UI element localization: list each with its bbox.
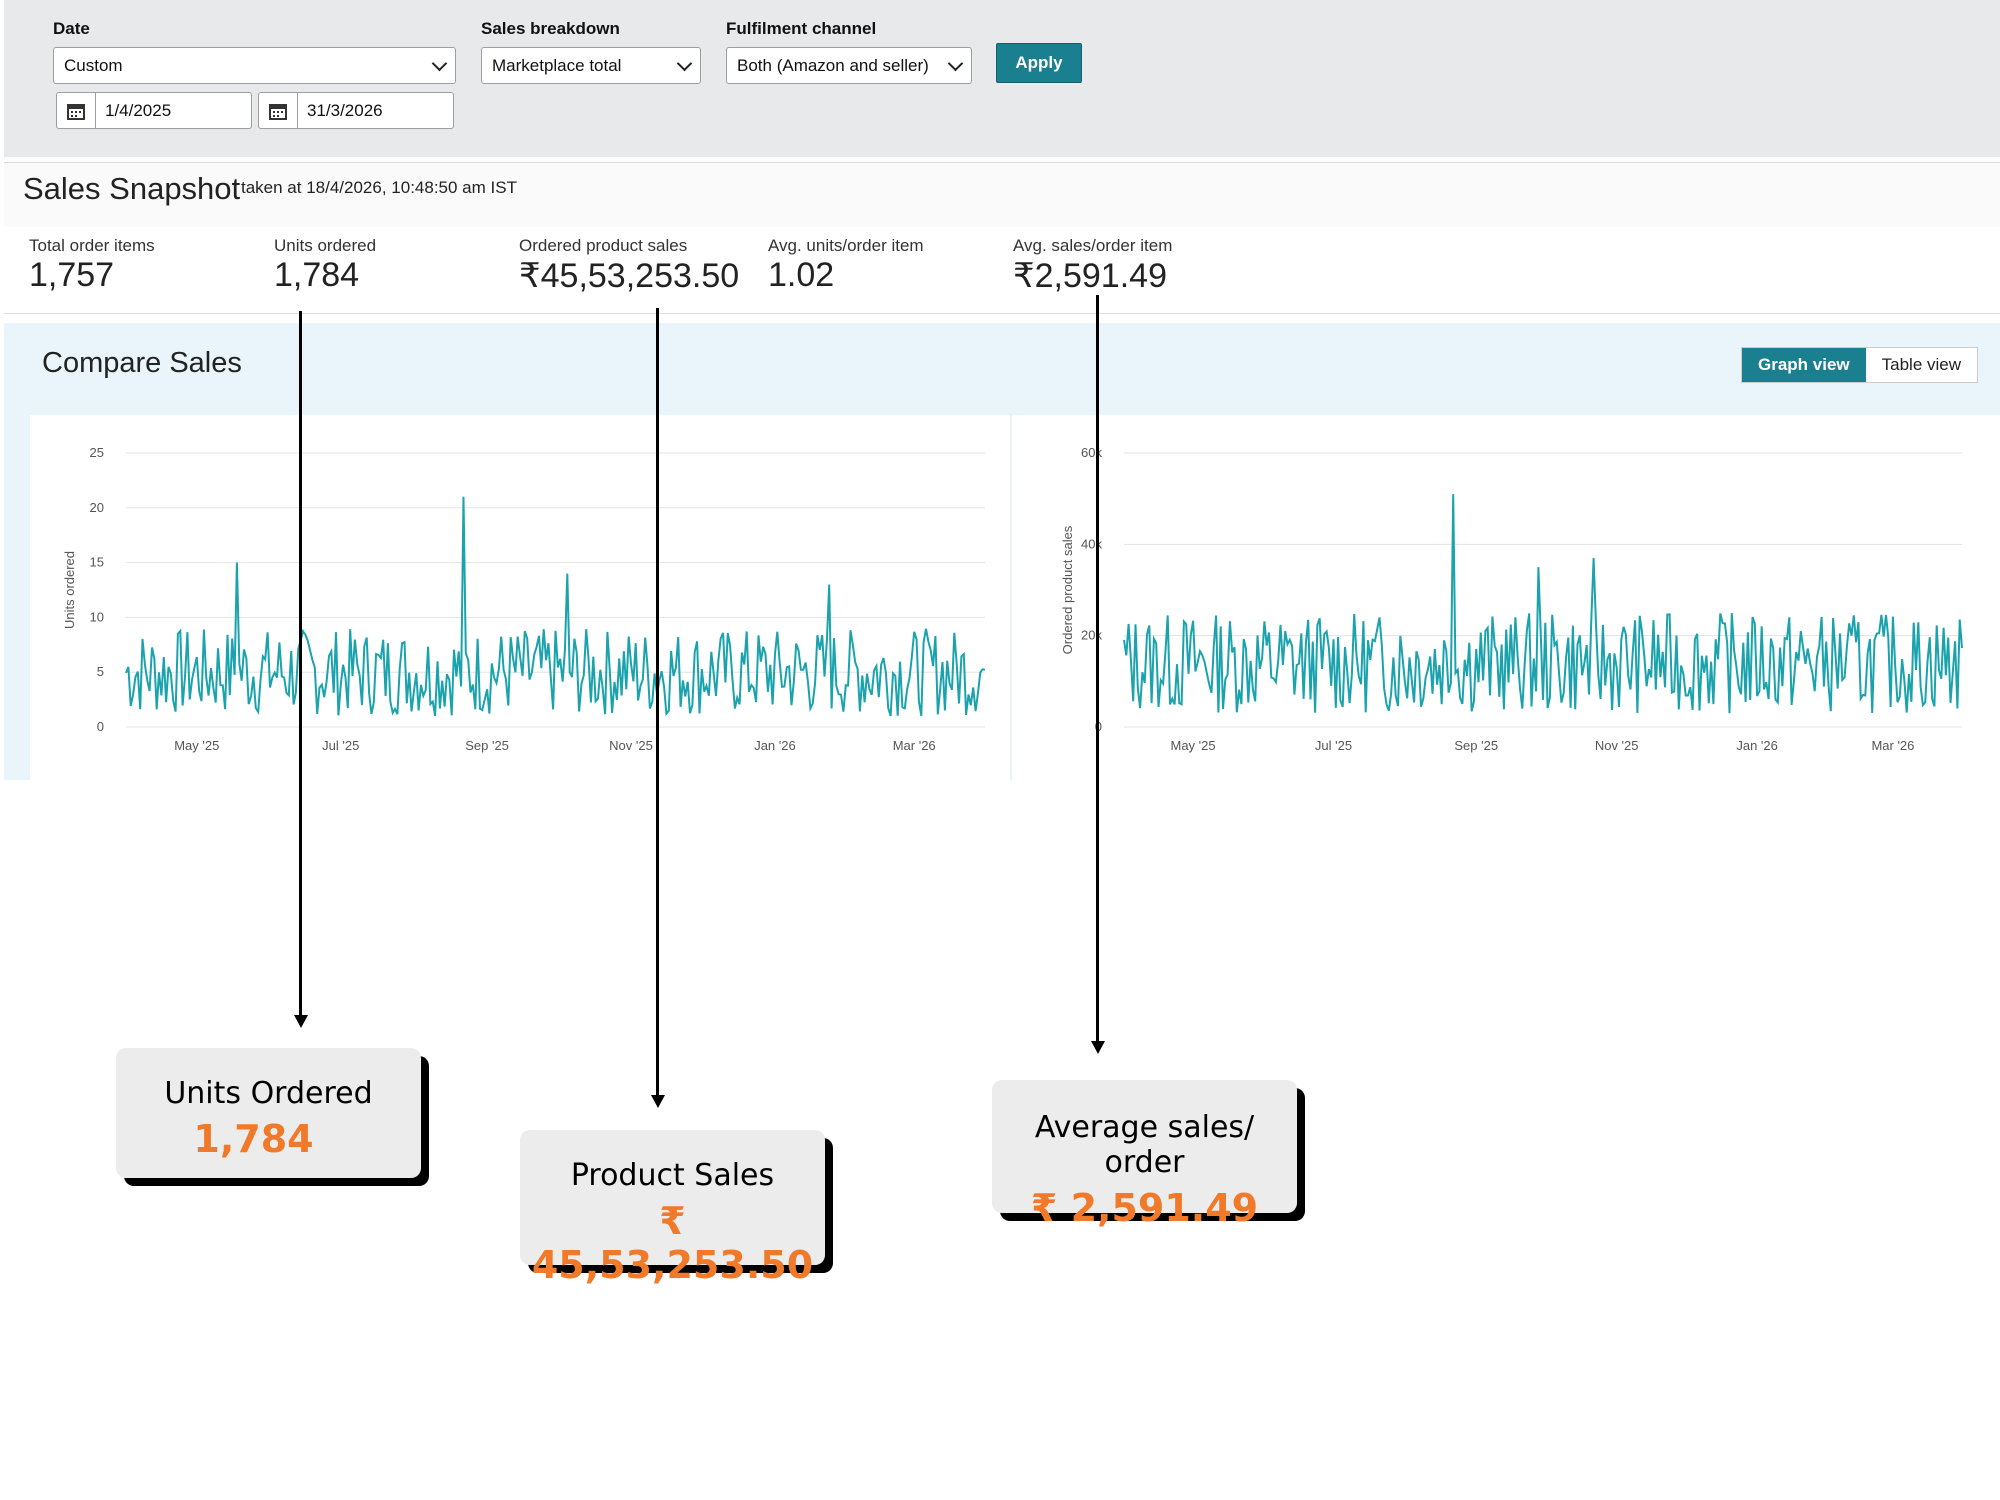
- sales-snapshot-title: Sales Snapshot: [23, 171, 241, 206]
- calendar-icon[interactable]: [57, 93, 96, 128]
- x-tick-label: Nov '25: [1595, 738, 1639, 753]
- chevron-down-icon: [947, 55, 964, 71]
- metric-value: 1,784: [274, 256, 360, 294]
- metric-label: Avg. units/order item: [768, 236, 924, 255]
- y-tick-label: 5: [97, 664, 104, 679]
- start-date-value: 1/4/2025: [105, 100, 172, 120]
- fulfilment-channel-value: Both (Amazon and seller): [737, 55, 929, 75]
- metrics-row: [4, 227, 2000, 314]
- callout-average-sales-order: Average sales/ order ₹ 2,591.49: [992, 1080, 1297, 1230]
- y-axis-label: Ordered product sales: [1060, 525, 1075, 654]
- metric-avg-sales-per-order: Avg. sales/order item ₹2,591.49: [1013, 236, 1172, 296]
- x-tick-label: Mar '26: [1871, 738, 1914, 753]
- callout-label: Product Sales: [570, 1158, 775, 1193]
- chevron-down-icon: [676, 55, 693, 71]
- y-tick-label: 40k: [1081, 536, 1102, 551]
- units-ordered-chart: 0 5 10 15 20 25 May '25 Jul '25 Sep '25 Nov '25 Ja…: [62, 445, 986, 753]
- arrow-line: [299, 311, 302, 1015]
- y-tick-label: 25: [90, 445, 104, 460]
- metric-label: Ordered product sales: [519, 236, 688, 255]
- fulfilment-channel-select[interactable]: Both (Amazon and seller): [726, 47, 972, 84]
- metric-label: Total order items: [29, 236, 155, 255]
- metric-label: Avg. sales/order item: [1013, 236, 1173, 255]
- callout-value: ₹ 2,591.49: [1030, 1186, 1259, 1230]
- fulfilment-channel-label: Fulfilment channel: [726, 19, 877, 38]
- x-tick-label: May '25: [1171, 738, 1216, 753]
- graph-view-tab[interactable]: Graph view: [1742, 348, 1866, 382]
- y-tick-label: 60k: [1081, 445, 1102, 460]
- metric-value: 1.02: [768, 256, 835, 294]
- callout-label: Average sales/ order: [1034, 1110, 1255, 1180]
- date-range-select[interactable]: Custom: [53, 47, 456, 84]
- calendar-icon[interactable]: [259, 93, 298, 128]
- x-tick-label: Jul '25: [1315, 738, 1352, 753]
- metric-value: 1,757: [29, 256, 115, 294]
- sales-breakdown-value: Marketplace total: [492, 55, 622, 75]
- metric-total-order-items: Total order items 1,757: [29, 236, 155, 295]
- arrow-head: [294, 1015, 308, 1028]
- series-line: [1123, 494, 1963, 714]
- sales-snapshot-header: [4, 162, 2000, 228]
- series-line: [125, 496, 986, 717]
- y-axis-label: Units ordered: [62, 551, 77, 629]
- view-toggle: Graph view Table view: [1741, 347, 1979, 383]
- x-tick-label: Sep '25: [1454, 738, 1498, 753]
- arrow-head: [651, 1095, 665, 1108]
- x-tick-label: Mar '26: [893, 738, 936, 753]
- arrow-line: [656, 308, 659, 1095]
- arrow-line: [1096, 295, 1099, 1041]
- end-date-value: 31/3/2026: [307, 100, 383, 120]
- x-tick-label: Jul '25: [322, 738, 359, 753]
- x-tick-label: Jan '26: [754, 738, 796, 753]
- snapshot-timestamp: taken at 18/4/2026, 10:48:50 am IST: [241, 178, 517, 197]
- x-tick-label: Jan '26: [1736, 738, 1778, 753]
- metric-units-ordered: Units ordered 1,784: [274, 236, 376, 295]
- arrow-head: [1091, 1041, 1105, 1054]
- end-date-field[interactable]: 31/3/2026: [258, 92, 454, 129]
- x-tick-label: Nov '25: [609, 738, 653, 753]
- y-tick-label: 20: [90, 500, 104, 515]
- apply-button[interactable]: Apply: [996, 43, 1082, 83]
- callout-label: Units Ordered: [164, 1076, 373, 1111]
- y-tick-label: 10: [90, 609, 104, 624]
- metric-label: Units ordered: [274, 236, 377, 255]
- units-chart-panel: 0 5 10 15 20 25 May '25 Jul '25 Sep '25 Nov '25 Ja…: [30, 415, 1010, 780]
- callout-units-ordered: Units Ordered 1,784: [116, 1048, 421, 1178]
- metric-ordered-product-sales: Ordered product sales ₹45,53,253.50: [519, 236, 739, 296]
- callout-product-sales: Product Sales ₹ 45,53,253.50: [520, 1130, 825, 1287]
- chevron-down-icon: [431, 55, 448, 71]
- start-date-field[interactable]: 1/4/2025: [56, 92, 252, 129]
- y-tick-label: 15: [90, 555, 104, 570]
- y-tick-label: 20k: [1081, 628, 1102, 643]
- x-tick-label: Sep '25: [465, 738, 509, 753]
- x-tick-label: May '25: [174, 738, 219, 753]
- callout-value: ₹ 45,53,253.50: [531, 1199, 814, 1287]
- metric-avg-units-per-order: Avg. units/order item 1.02: [768, 236, 924, 295]
- compare-sales-title: Compare Sales: [42, 347, 242, 379]
- callout-value: 1,784: [193, 1117, 314, 1161]
- metric-value: ₹45,53,253.50: [519, 257, 740, 295]
- date-range-value: Custom: [64, 55, 123, 75]
- metric-value: ₹2,591.49: [1013, 257, 1167, 295]
- sales-breakdown-label: Sales breakdown: [481, 19, 620, 38]
- y-tick-label: 0: [97, 719, 104, 734]
- sales-breakdown-select[interactable]: Marketplace total: [481, 47, 701, 84]
- table-view-tab[interactable]: Table view: [1865, 348, 1978, 382]
- date-filter-label: Date: [53, 19, 90, 38]
